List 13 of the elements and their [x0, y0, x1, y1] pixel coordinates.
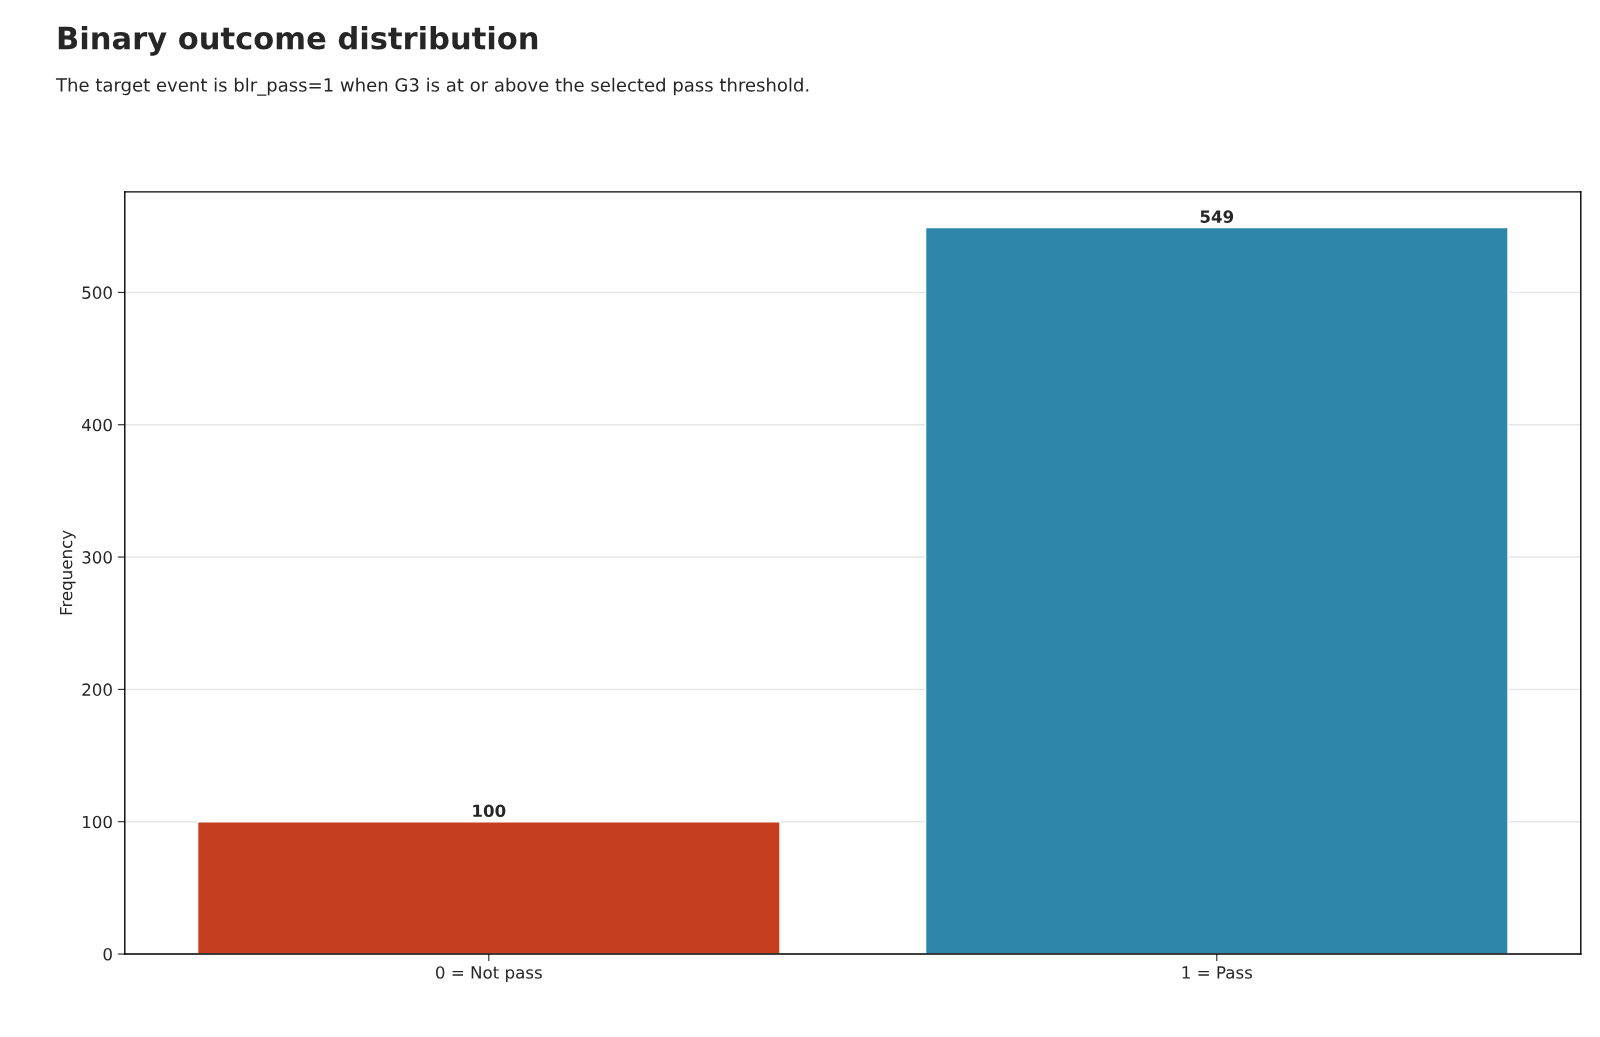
- y-tick-label: 500: [82, 286, 112, 299]
- y-tick-label: 200: [82, 683, 112, 696]
- chart-title: Binary outcome distribution: [58, 25, 538, 56]
- x-tick-label: 1 = Pass: [1182, 966, 1253, 979]
- chart-subtitle: The target event is blr_pass=1 when G3 is at or above the selected pass threshold.: [55, 77, 809, 96]
- x-tick-label: 0 = Not pass: [435, 966, 542, 982]
- y-tick-label: 400: [82, 418, 112, 432]
- y-tick-label: 0: [103, 948, 112, 961]
- data-label: 549: [1200, 210, 1234, 223]
- y-tick-label: 100: [83, 815, 112, 829]
- y-axis-title: Frequency: [60, 530, 76, 615]
- data-label: 100: [473, 804, 506, 818]
- y-tick-label: 300: [82, 551, 112, 564]
